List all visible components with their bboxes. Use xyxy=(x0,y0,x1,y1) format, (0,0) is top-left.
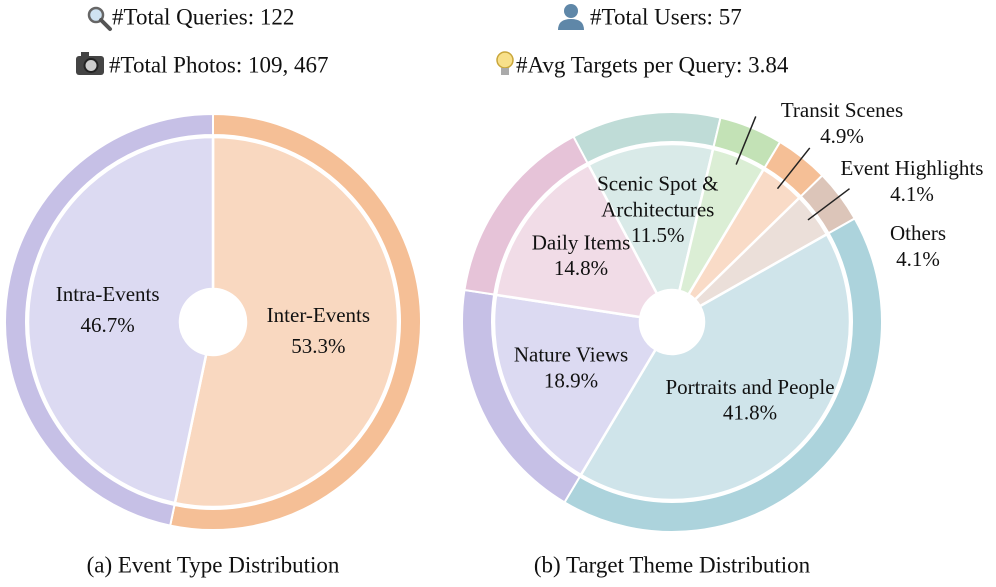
user-icon xyxy=(558,4,584,30)
label-line: Transit Scenes xyxy=(781,98,903,122)
value-label: 46.7% xyxy=(81,313,135,337)
value-label: 11.5% xyxy=(631,223,684,247)
bulb-icon xyxy=(496,51,514,75)
slice-label: Nature Views xyxy=(514,342,628,366)
label-line: Nature Views xyxy=(514,342,628,366)
search-icon xyxy=(87,6,112,31)
slice-label: Inter-Events xyxy=(267,303,370,327)
slice-label: Portraits and People xyxy=(665,375,834,399)
pie-ring-slice xyxy=(4,112,214,527)
slice-label: Intra-Events xyxy=(56,282,160,306)
label-line: Event Highlights xyxy=(841,156,984,180)
slice-label: Event Highlights xyxy=(841,156,984,180)
label-line: Intra-Events xyxy=(56,282,160,306)
value-label: 53.3% xyxy=(291,334,345,358)
avg-targets: #Avg Targets per Query: 3.84 xyxy=(516,52,789,77)
value-label: 18.9% xyxy=(544,368,598,392)
pie-hole xyxy=(180,289,246,355)
pie xyxy=(461,111,883,533)
total-photos: #Total Photos: 109, 467 xyxy=(109,52,328,77)
slice-label: Transit Scenes xyxy=(781,98,903,122)
pie xyxy=(4,112,422,531)
label-line: Daily Items xyxy=(532,230,631,254)
slice-label: Scenic Spot & Architectures xyxy=(597,171,718,221)
pie-hole xyxy=(640,290,704,354)
value-label: 41.8% xyxy=(723,401,777,425)
value-label: 4.9% xyxy=(820,124,864,148)
value-label: 4.1% xyxy=(896,247,940,271)
leader-line xyxy=(735,116,757,165)
label-line: Scenic Spot & xyxy=(597,171,718,195)
pie-ring-slice xyxy=(463,135,589,296)
label-line: Architectures xyxy=(601,197,714,221)
label-line: Others xyxy=(890,221,946,245)
total-queries: #Total Queries: 122 xyxy=(112,4,294,29)
caption: (a) Event Type Distribution xyxy=(87,552,340,577)
leader-line xyxy=(776,147,811,190)
label-line: Inter-Events xyxy=(267,303,370,327)
total-users: #Total Users: 57 xyxy=(590,4,742,29)
leader-line xyxy=(807,188,850,221)
camera-icon xyxy=(76,52,104,75)
value-label: 14.8% xyxy=(554,256,608,280)
slice-label: Daily Items xyxy=(532,230,631,254)
value-label: 4.1% xyxy=(890,182,934,206)
label-line: Portraits and People xyxy=(665,375,834,399)
caption: (b) Target Theme Distribution xyxy=(534,552,811,577)
slice-label: Others xyxy=(890,221,946,245)
